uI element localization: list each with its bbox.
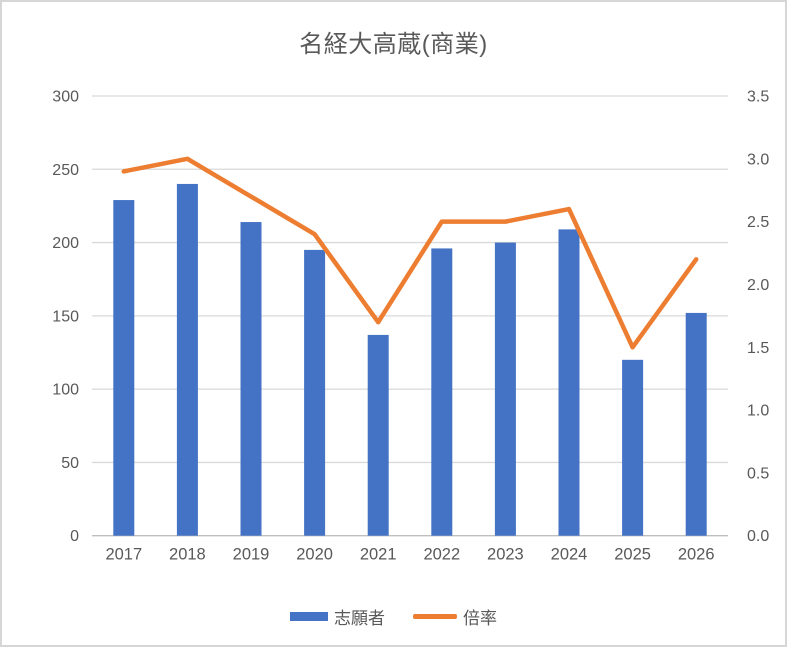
x-axis-tick-label: 2025 <box>614 546 651 564</box>
secondary-axis-tick-label: 2.0 <box>747 277 769 294</box>
y-axis-tick-label: 250 <box>52 162 79 179</box>
secondary-axis-tick-label: 3.0 <box>747 151 769 168</box>
x-axis-tick-label: 2017 <box>105 546 142 564</box>
bar-2025 <box>622 359 644 536</box>
secondary-axis-tick-label: 2.5 <box>747 214 769 231</box>
line-series-swatch <box>413 614 457 619</box>
chart-title: 名経大高蔵(商業) <box>299 31 488 58</box>
y-axis-tick-label: 200 <box>52 235 79 252</box>
bar-series-swatch <box>290 612 328 621</box>
y-axis-tick-label: 50 <box>61 455 79 472</box>
ratio-line <box>121 156 699 350</box>
secondary-axis-tick-label: 1.0 <box>747 403 769 420</box>
bar-2024 <box>558 229 580 536</box>
x-axis-tick-label: 2018 <box>169 546 206 564</box>
x-axis-tick-label: 2022 <box>423 546 460 564</box>
legend-label-applicants: 志願者 <box>334 609 385 628</box>
secondary-axis-tick-label: 0.0 <box>747 528 769 545</box>
y-axis-tick-label: 100 <box>52 382 79 399</box>
x-axis-tick-label: 2023 <box>487 546 524 564</box>
secondary-axis-tick-label: 1.5 <box>747 340 769 357</box>
secondary-axis-tick-label: 0.5 <box>747 465 769 482</box>
bar-2019 <box>240 222 262 536</box>
bar-2022 <box>431 248 453 536</box>
x-axis-tick-label: 2024 <box>551 546 588 564</box>
bar-2018 <box>176 183 198 536</box>
y-axis-tick-label: 300 <box>52 89 79 106</box>
x-axis-tick-label: 2021 <box>360 546 397 564</box>
legend-item-applicants: 志願者 <box>290 604 385 629</box>
secondary-axis-tick-label: 3.5 <box>747 89 769 106</box>
x-axis-tick-label: 2026 <box>678 546 715 564</box>
legend-label-ratio: 倍率 <box>463 609 497 628</box>
y-axis-tick-label: 150 <box>52 308 79 325</box>
y-axis-tick-label: 0 <box>70 528 79 545</box>
x-axis-tick-label: 2020 <box>296 546 333 564</box>
x-axis-tick-label: 2019 <box>233 546 270 564</box>
bar-2021 <box>367 334 389 536</box>
bar-2023 <box>494 242 516 536</box>
bar-2026 <box>685 312 707 536</box>
bar-2017 <box>113 200 135 536</box>
legend: 志願者 倍率 <box>2 604 785 629</box>
bar-2020 <box>304 249 326 536</box>
legend-item-ratio: 倍率 <box>413 604 497 629</box>
